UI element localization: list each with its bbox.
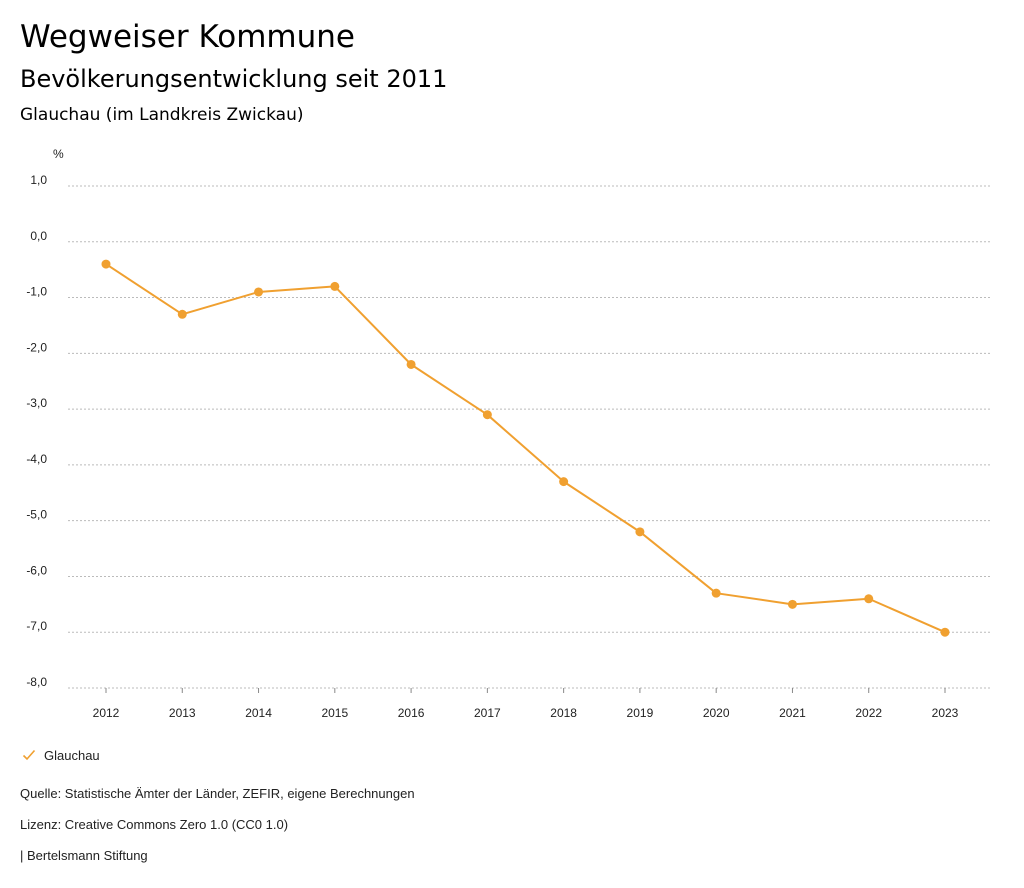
series-line (105, 263, 946, 634)
x-tick-label: 2013 (169, 706, 196, 720)
series-glauchau (101, 259, 950, 637)
y-tick-label: -1,0 (26, 285, 47, 299)
y-tick-label: -6,0 (26, 563, 47, 577)
data-point[interactable] (406, 359, 416, 369)
y-tick-label: -3,0 (26, 396, 47, 410)
data-point[interactable] (482, 410, 492, 420)
data-point[interactable] (635, 527, 645, 537)
x-tick-label: 2016 (398, 706, 425, 720)
x-tick-label: 2019 (627, 706, 654, 720)
y-axis-ticks: 1,0 0,0 -1,0 -2,0 -3,0 -4,0 -5,0 -6,0 -7,0 -8,0 (26, 173, 47, 689)
page-title: Wegweiser Kommune (20, 19, 355, 55)
y-tick-label: -4,0 (26, 452, 47, 466)
chart-subtitle: Bevölkerungsentwicklung seit 2011 (20, 65, 448, 93)
x-tick-label: 2021 (779, 706, 806, 720)
y-tick-label: -5,0 (26, 508, 47, 522)
x-axis-ticks: 2012 2013 2014 2015 2016 2017 2018 2019 2020 2021… (93, 688, 959, 720)
y-tick-label: 1,0 (30, 173, 47, 187)
y-tick-label: 0,0 (30, 229, 47, 243)
data-point[interactable] (101, 259, 111, 269)
data-point[interactable] (711, 588, 721, 598)
data-point[interactable] (559, 477, 569, 487)
publisher-note: | Bertelsmann Stiftung (20, 848, 148, 863)
data-point[interactable] (177, 309, 187, 319)
y-tick-label: -8,0 (26, 675, 47, 689)
data-point[interactable] (940, 627, 950, 637)
x-tick-label: 2023 (932, 706, 959, 720)
x-tick-label: 2014 (245, 706, 272, 720)
check-icon (22, 749, 36, 761)
data-point[interactable] (864, 594, 874, 604)
data-point[interactable] (254, 287, 264, 297)
x-tick-label: 2018 (550, 706, 577, 720)
legend-label: Glauchau (44, 747, 100, 763)
gridlines (68, 185, 990, 689)
x-tick-label: 2022 (855, 706, 882, 720)
license-note: Lizenz: Creative Commons Zero 1.0 (CC0 1… (20, 817, 289, 832)
x-tick-label: 2015 (321, 706, 348, 720)
x-tick-label: 2020 (703, 706, 730, 720)
data-point[interactable] (787, 599, 797, 609)
x-tick-label: 2017 (474, 706, 501, 720)
data-point[interactable] (330, 281, 340, 291)
y-tick-label: -2,0 (26, 340, 47, 354)
source-note: Quelle: Statistische Ämter der Länder, Z… (20, 786, 415, 801)
x-tick-label: 2012 (93, 706, 120, 720)
y-axis-unit-label: % (53, 147, 64, 161)
region-label: Glauchau (im Landkreis Zwickau) (20, 105, 304, 125)
legend[interactable]: Glauchau (22, 745, 100, 765)
line-chart: % 1,0 0,0 -1,0 -2,0 -3,0 -4,0 -5,0 -6,0 -7,0 -8,0… (26, 147, 990, 720)
y-tick-label: -7,0 (26, 619, 47, 633)
